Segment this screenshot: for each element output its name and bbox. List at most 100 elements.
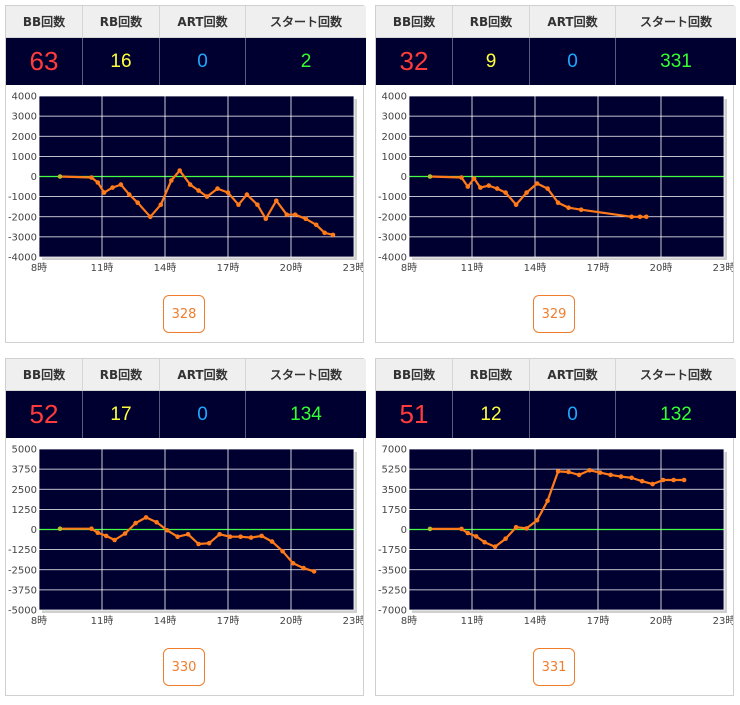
data-point [650,481,655,487]
data-point [313,222,319,228]
data-point [492,544,498,549]
y-tick-label: -3750 [8,585,37,596]
slot-panel-2: BB回数 RB回数 ART回数 スタート回数 32 9 0 331 4000 3000 2000 10… [375,5,736,343]
data-point [303,216,309,222]
data-point [639,478,645,484]
bb-count: 63 [6,37,83,85]
y-tick-label: -1750 [378,545,407,556]
stats-header-row: BB回数 RB回数 ART回数 スタート回数 [376,359,736,391]
series-line [59,169,334,236]
x-tick-label: 14時 [154,262,177,274]
machine-number-button[interactable]: 331 [533,648,575,686]
data-point [215,186,220,191]
data-point [503,190,508,195]
data-point [255,202,260,207]
data-point [196,541,201,547]
bb-header: BB回数 [6,359,83,391]
rb-count: 12 [452,390,530,438]
y-tick-label: -1000 [378,192,407,203]
y-tick-label: -2000 [8,212,37,223]
x-tick-label: 11時 [461,615,484,627]
y-tick-label: 3000 [382,112,407,123]
bb-count: 51 [376,390,453,438]
slot-panel-4: BB回数 RB回数 ART回数 スタート回数 51 12 0 132 7000 5250 3500 1… [375,358,736,696]
data-point [524,526,529,531]
data-point [566,205,571,210]
bb-count: 52 [6,390,83,438]
art-count: 0 [529,37,616,85]
data-point [158,202,164,207]
y-tick-label: -4000 [378,253,407,264]
machine-number-button[interactable]: 330 [163,648,205,686]
data-point [597,470,603,475]
data-point [101,190,107,195]
data-point [471,176,477,181]
machine-number-button[interactable]: 328 [163,295,205,333]
data-point [503,536,508,541]
data-point [122,531,128,536]
data-point [103,533,109,539]
bb-header: BB回数 [376,6,453,38]
stats-value-row: 52 17 0 134 [6,390,366,438]
data-point [473,534,479,539]
data-point [427,526,433,532]
data-point [513,524,519,530]
y-tick-label: 1250 [12,505,37,516]
bb-header: BB回数 [6,6,83,38]
machine-number-button[interactable]: 329 [533,295,575,333]
data-point [177,168,182,173]
start-count: 2 [245,37,366,85]
y-tick-label: 0 [31,172,37,183]
data-point [269,539,275,544]
data-point [248,535,254,540]
art-header: ART回数 [529,359,616,391]
art-header: ART回数 [159,6,246,38]
data-point [555,200,561,205]
rb-count: 17 [82,390,160,438]
data-point [637,214,643,220]
y-tick-label: 3000 [12,112,37,123]
data-point [465,530,471,536]
data-point [95,180,101,185]
data-point [135,200,140,205]
x-tick-label: 11時 [91,615,114,627]
rb-header: RB回数 [82,359,160,391]
data-point [629,214,634,220]
stats-table: BB回数 RB回数 ART回数 スタート回数 52 17 0 134 [6,359,366,438]
x-tick-label: 17時 [587,615,610,627]
data-point [644,214,649,220]
data-point [478,185,483,190]
stats-value-row: 32 9 0 331 [376,37,736,85]
data-point [486,183,492,188]
data-point [301,565,306,571]
data-point [482,539,487,545]
data-point [284,212,290,217]
data-point [566,469,571,475]
x-tick-label: 14時 [524,615,547,627]
data-point [681,477,687,483]
data-point [465,184,471,189]
start-header: スタート回数 [245,6,366,38]
rb-count: 9 [452,37,530,85]
data-point [217,532,222,537]
rb-header: RB回数 [452,6,530,38]
x-tick-label: 17時 [587,262,610,274]
data-point [185,532,191,537]
start-count: 331 [615,37,736,85]
stats-header-row: BB回数 RB回数 ART回数 スタート回数 [376,6,736,38]
data-point [576,472,582,478]
x-tick-label: 8時 [31,615,47,627]
data-point [494,186,500,191]
x-tick-label: 20時 [280,615,303,627]
data-point [459,175,464,180]
data-point [330,232,336,238]
y-tick-label: 2500 [12,485,37,496]
data-point [143,515,149,520]
rb-header: RB回数 [82,6,160,38]
art-count: 0 [529,390,616,438]
rb-header: RB回数 [452,359,530,391]
start-header: スタート回数 [615,6,736,38]
